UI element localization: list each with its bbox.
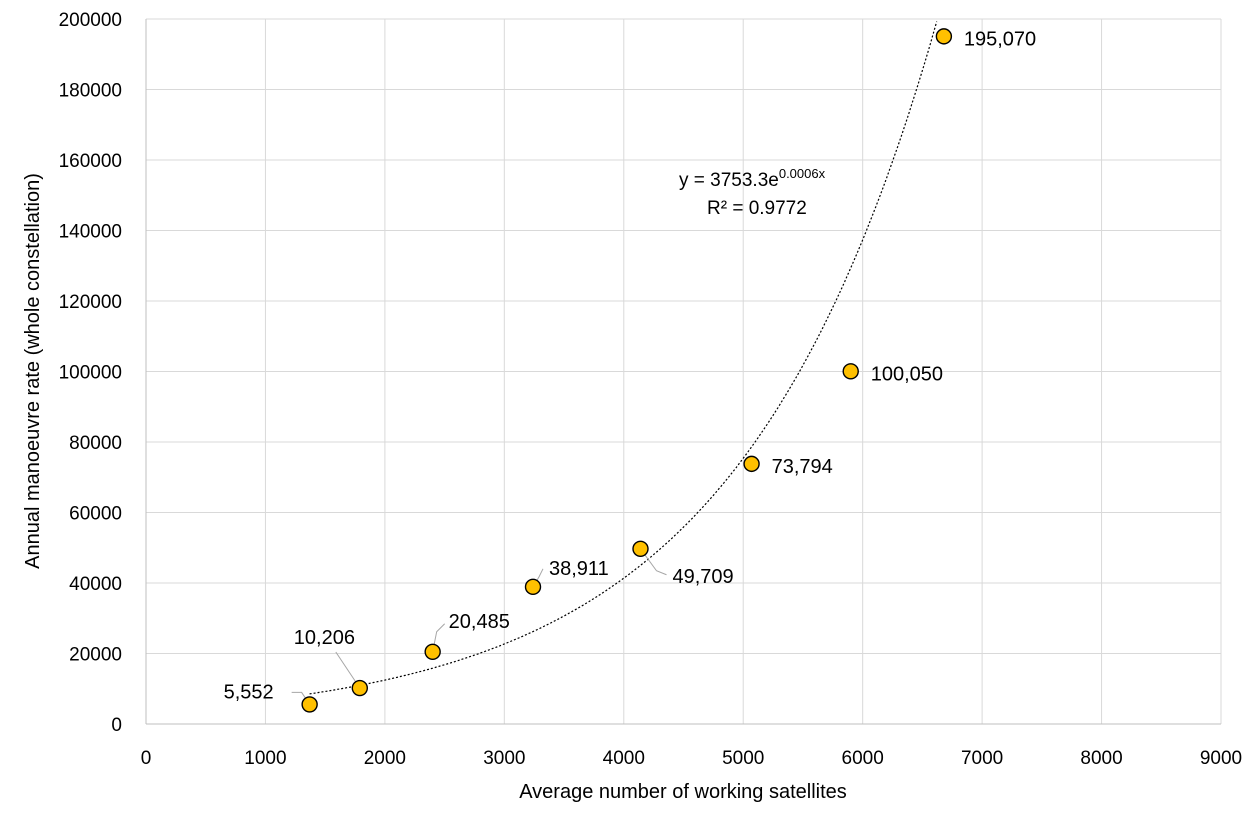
axes [145, 19, 1221, 725]
y-tick-label: 160000 [59, 151, 122, 172]
data-label-leader [640, 548, 667, 576]
trendline-r-squared: R² = 0.9772 [707, 198, 807, 219]
y-tick-label: 20000 [69, 645, 122, 666]
x-tick-label: 8000 [1080, 748, 1122, 769]
x-axis-title: Average number of working satellites [519, 781, 847, 803]
data-label: 20,485 [449, 611, 510, 633]
data-point [301, 696, 318, 713]
trendline [309, 21, 938, 695]
data-label: 100,050 [871, 363, 943, 385]
x-tick-labels: 0 1000 2000 3000 4000 5000 6000 7000 8000 9000 [141, 748, 1242, 769]
y-tick-label: 40000 [69, 574, 122, 595]
x-tick-label: 2000 [364, 748, 406, 769]
data-point [935, 28, 953, 45]
y-tick-label: 80000 [69, 433, 122, 454]
trendline-layer [309, 21, 938, 695]
x-tick-label: 5000 [722, 748, 764, 769]
x-tick-label: 7000 [961, 748, 1003, 769]
data-labels: 5,552 10,206 20,485 38,911 49,709 73,794 100,0… [224, 28, 1037, 703]
x-tick-label: 1000 [244, 748, 286, 769]
y-tick-label: 60000 [69, 504, 122, 525]
data-point [743, 455, 760, 473]
data-point [842, 363, 859, 380]
data-point [632, 540, 649, 557]
trendline-equation-base: y = 3753.3e [679, 170, 779, 191]
data-label: 49,709 [673, 566, 734, 588]
data-point [524, 578, 542, 596]
y-tick-label: 0 [111, 715, 122, 736]
x-tick-label: 0 [141, 748, 152, 769]
y-tick-labels: 0 20000 40000 60000 80000 100000 120000 140000 1… [59, 10, 122, 736]
gridlines [146, 18, 1222, 724]
data-label: 38,911 [549, 558, 609, 580]
y-tick-label: 140000 [59, 222, 122, 243]
x-tick-label: 4000 [603, 748, 645, 769]
y-tick-label: 180000 [59, 81, 122, 102]
y-tick-label: 100000 [59, 363, 122, 384]
x-tick-label: 3000 [483, 748, 525, 769]
data-label: 195,070 [964, 28, 1036, 50]
data-label: 5,552 [224, 681, 274, 703]
data-points [301, 28, 953, 713]
data-point [424, 643, 441, 660]
trendline-equation-exponent: 0.0006x [779, 166, 826, 181]
data-point [351, 679, 369, 697]
y-axis-title: Annual manoeuvre rate (whole constellati… [22, 173, 44, 569]
y-tick-label: 120000 [59, 292, 122, 313]
trendline-equation: y = 3753.3e0.0006x [679, 166, 826, 191]
y-tick-label: 200000 [59, 10, 122, 31]
data-label: 73,794 [772, 456, 833, 478]
x-tick-label: 6000 [842, 748, 884, 769]
x-tick-label: 9000 [1200, 748, 1242, 769]
data-label: 10,206 [294, 627, 355, 649]
